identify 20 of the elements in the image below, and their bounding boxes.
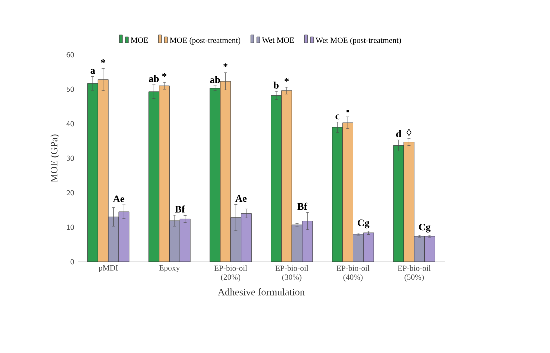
data-label: ab bbox=[149, 75, 160, 82]
data-label: ab bbox=[210, 76, 220, 84]
data-label: b bbox=[274, 82, 279, 89]
data-label: * bbox=[162, 73, 167, 78]
data-label: ▪ bbox=[346, 110, 350, 113]
data-label: ◊ bbox=[406, 129, 412, 136]
data-label: Cg bbox=[419, 224, 431, 233]
data-label: Cg bbox=[358, 220, 370, 229]
data-label: * bbox=[284, 78, 289, 82]
data-label: Bf bbox=[175, 206, 186, 213]
data-label: a bbox=[90, 69, 96, 74]
data-label: * bbox=[101, 60, 106, 64]
data-label: Ae bbox=[236, 195, 247, 202]
data-label: * bbox=[224, 64, 228, 68]
data-label: c bbox=[336, 114, 340, 120]
data-label: Bf bbox=[298, 202, 308, 210]
data-label: d bbox=[396, 130, 402, 138]
x-axis-title: Adhesive formulation bbox=[218, 288, 305, 296]
y-axis-title: MOE (GPa) bbox=[50, 134, 60, 182]
data-label: Ae bbox=[113, 196, 125, 202]
